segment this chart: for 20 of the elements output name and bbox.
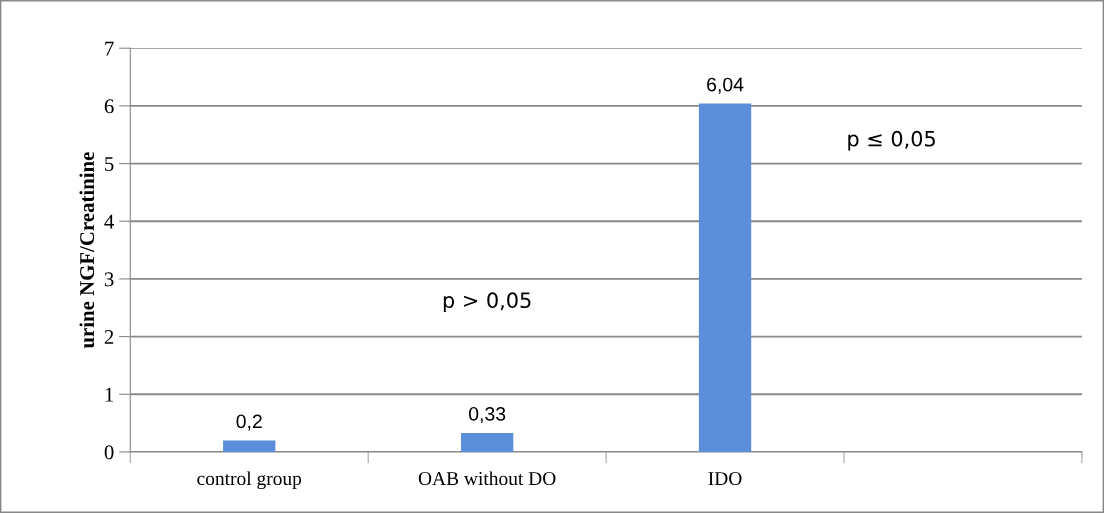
annotation: p > 0,05 — [443, 292, 531, 313]
bar — [460, 432, 514, 452]
y-tick-label: 4 — [104, 214, 114, 229]
data-label: 0,33 — [468, 406, 506, 424]
bar — [698, 103, 752, 452]
x-tick-label: OAB without DO — [418, 471, 556, 486]
y-tick-label: 5 — [105, 157, 114, 172]
data-label: 6,04 — [707, 77, 744, 94]
x-tick-label: control group — [197, 471, 302, 490]
y-tick-label: 2 — [104, 330, 114, 344]
y-tick-label: 0 — [104, 445, 114, 460]
bar — [223, 440, 276, 452]
y-tick-label: 3 — [104, 272, 114, 287]
y-axis-title: urine NGF/Creatinine — [79, 152, 95, 349]
data-label: 0,2 — [236, 414, 262, 431]
x-tick-label: IDO — [708, 472, 742, 486]
annotation: p ≤ 0,05 — [848, 130, 935, 151]
y-tick-label: 1 — [105, 387, 114, 402]
y-tick-label: 6 — [104, 99, 114, 114]
y-tick-label: 7 — [105, 41, 114, 56]
